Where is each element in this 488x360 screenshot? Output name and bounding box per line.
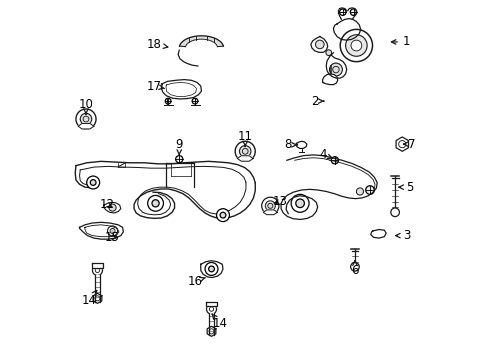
- Polygon shape: [237, 156, 253, 161]
- Circle shape: [90, 180, 96, 185]
- Circle shape: [208, 266, 214, 272]
- Polygon shape: [161, 80, 201, 99]
- Text: 8: 8: [284, 138, 297, 151]
- Text: 4: 4: [319, 148, 332, 161]
- Polygon shape: [206, 302, 216, 306]
- Text: 15: 15: [104, 231, 119, 244]
- Text: 16: 16: [187, 275, 205, 288]
- Circle shape: [92, 265, 102, 275]
- Circle shape: [365, 186, 373, 194]
- Polygon shape: [310, 37, 327, 52]
- Circle shape: [350, 262, 359, 271]
- Polygon shape: [201, 261, 223, 278]
- Text: 12: 12: [100, 198, 115, 211]
- Text: 6: 6: [350, 261, 358, 277]
- Polygon shape: [296, 141, 306, 148]
- Circle shape: [295, 199, 304, 208]
- Polygon shape: [80, 222, 123, 239]
- Polygon shape: [322, 74, 337, 85]
- Circle shape: [206, 304, 216, 314]
- Circle shape: [165, 98, 171, 104]
- Circle shape: [356, 188, 363, 195]
- Text: 14: 14: [82, 291, 97, 307]
- Circle shape: [216, 209, 229, 222]
- Polygon shape: [325, 53, 346, 78]
- Polygon shape: [179, 36, 223, 47]
- Polygon shape: [207, 326, 215, 336]
- Polygon shape: [95, 275, 100, 302]
- Circle shape: [80, 113, 92, 125]
- Circle shape: [109, 204, 116, 211]
- Text: 7: 7: [403, 138, 414, 150]
- Polygon shape: [395, 137, 407, 151]
- Circle shape: [325, 50, 331, 55]
- Circle shape: [235, 141, 255, 161]
- Text: 9: 9: [175, 138, 183, 154]
- Polygon shape: [263, 210, 277, 215]
- Polygon shape: [347, 8, 356, 19]
- Circle shape: [95, 296, 100, 301]
- Circle shape: [265, 201, 275, 211]
- Circle shape: [339, 9, 346, 15]
- Text: 14: 14: [212, 314, 227, 330]
- Circle shape: [390, 208, 399, 217]
- Circle shape: [76, 109, 96, 129]
- Circle shape: [107, 226, 117, 236]
- Circle shape: [110, 228, 115, 233]
- Circle shape: [192, 98, 198, 104]
- Text: 1: 1: [390, 35, 409, 49]
- Polygon shape: [78, 123, 94, 129]
- Circle shape: [208, 329, 214, 334]
- Circle shape: [350, 40, 361, 51]
- Polygon shape: [338, 8, 346, 19]
- Circle shape: [345, 35, 366, 56]
- Circle shape: [239, 145, 250, 157]
- Polygon shape: [333, 19, 360, 40]
- Polygon shape: [370, 229, 386, 238]
- Circle shape: [152, 200, 159, 207]
- Text: 3: 3: [395, 229, 409, 242]
- Circle shape: [315, 40, 324, 49]
- Text: 17: 17: [146, 80, 164, 93]
- Circle shape: [204, 262, 218, 275]
- Circle shape: [349, 9, 356, 15]
- Circle shape: [147, 195, 163, 211]
- Text: 11: 11: [237, 130, 252, 147]
- Circle shape: [86, 176, 100, 189]
- Polygon shape: [104, 202, 121, 213]
- Circle shape: [329, 63, 342, 76]
- Polygon shape: [208, 314, 214, 335]
- Polygon shape: [93, 293, 102, 303]
- Circle shape: [340, 30, 372, 62]
- Text: 13: 13: [272, 195, 287, 208]
- Text: 10: 10: [79, 98, 93, 114]
- Polygon shape: [281, 155, 376, 220]
- Circle shape: [261, 197, 278, 215]
- Circle shape: [330, 157, 338, 164]
- Circle shape: [175, 156, 183, 163]
- Circle shape: [220, 212, 225, 218]
- Circle shape: [290, 194, 308, 212]
- Text: 5: 5: [398, 181, 412, 194]
- Text: 18: 18: [146, 38, 167, 51]
- Circle shape: [398, 140, 405, 148]
- Polygon shape: [92, 263, 102, 267]
- Text: 2: 2: [310, 95, 323, 108]
